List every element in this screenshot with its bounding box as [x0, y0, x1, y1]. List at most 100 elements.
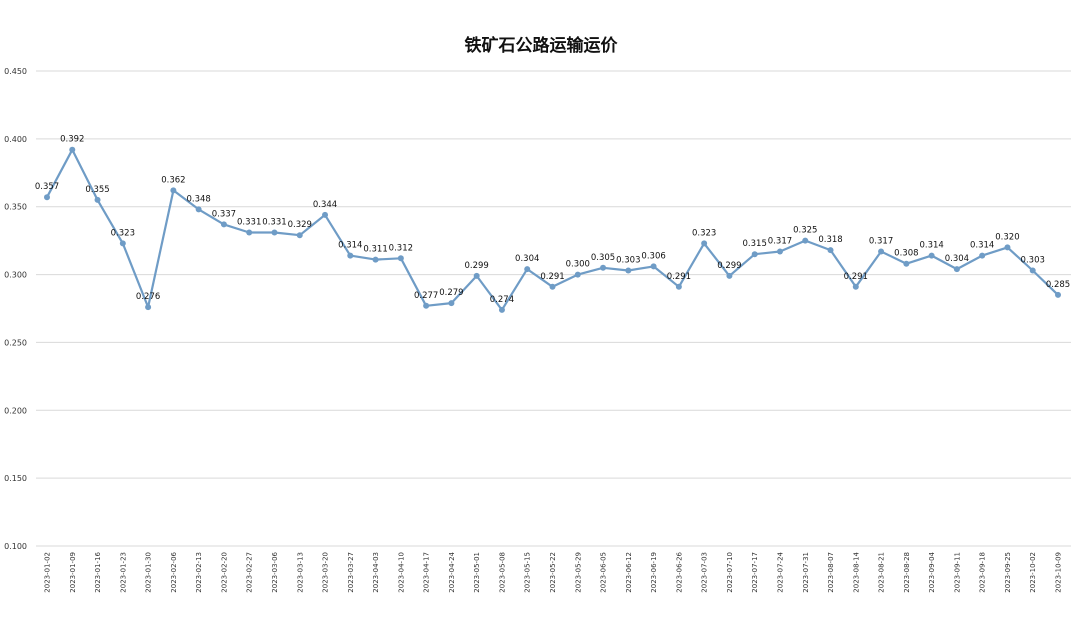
- data-label: 0.344: [313, 200, 337, 210]
- data-label: 0.305: [591, 253, 615, 263]
- data-label: 0.318: [818, 235, 842, 245]
- data-label: 0.314: [919, 241, 943, 251]
- x-tick-label: 2023-09-25: [1004, 552, 1012, 593]
- data-point: [625, 267, 632, 274]
- x-tick-label: 2023-08-28: [903, 552, 911, 593]
- data-point: [776, 248, 783, 255]
- data-point: [397, 255, 404, 262]
- data-label: 0.308: [894, 249, 918, 259]
- data-label: 0.317: [869, 237, 893, 247]
- x-tick-label: 2023-05-08: [498, 552, 506, 593]
- x-tick-label: 2023-03-13: [296, 552, 304, 593]
- data-label: 0.362: [161, 175, 185, 185]
- y-axis-ticks: 0.100 0.150 0.200 0.250 0.300 0.350 0.400 0.450: [4, 67, 27, 551]
- data-labels: 0.357 0.392 0.355 0.323 0.276 0.3620.3480.337…: [35, 135, 1070, 305]
- data-point: [119, 240, 126, 247]
- data-point: [549, 283, 556, 290]
- x-tick-label: 2023-09-18: [979, 552, 987, 593]
- x-tick-label: 2023-08-14: [852, 551, 860, 592]
- data-point: [827, 247, 834, 254]
- y-tick-label: 0.400: [4, 135, 27, 144]
- data-point: [44, 194, 50, 201]
- data-point: [473, 272, 480, 279]
- x-tick-label: 2023-02-20: [220, 552, 228, 593]
- x-tick-label: 2023-01-30: [145, 552, 153, 593]
- data-point: [220, 221, 227, 228]
- x-tick-label: 2023-07-10: [726, 552, 734, 593]
- y-tick-label: 0.150: [4, 474, 27, 483]
- x-tick-label: 2023-04-10: [397, 552, 405, 593]
- x-tick-label: 2023-09-04: [928, 551, 936, 592]
- data-point: [953, 266, 960, 273]
- x-tick-label: 2023-10-02: [1029, 552, 1037, 593]
- data-point: [726, 272, 733, 279]
- x-tick-label: 2023-04-17: [423, 552, 431, 593]
- data-label: 0.331: [237, 218, 261, 228]
- data-label: 0.323: [111, 228, 135, 238]
- data-label: 0.312: [389, 243, 413, 253]
- data-label: 0.329: [288, 220, 312, 230]
- x-tick-label: 2023-03-27: [347, 552, 355, 593]
- data-point: [802, 237, 809, 244]
- x-tick-label: 2023-06-26: [675, 551, 683, 592]
- data-point: [751, 251, 758, 258]
- x-tick-label: 2023-07-03: [701, 552, 709, 593]
- data-point: [145, 304, 152, 311]
- x-tick-label: 2023-01-09: [69, 552, 77, 593]
- data-label: 0.277: [414, 291, 438, 301]
- data-point: [574, 271, 581, 278]
- x-tick-label: 2023-03-20: [322, 552, 330, 593]
- x-tick-label: 2023-08-07: [827, 552, 835, 593]
- data-point: [448, 300, 455, 307]
- x-tick-label: 2023-02-13: [195, 552, 203, 593]
- data-point: [675, 283, 682, 290]
- data-label: 0.392: [60, 135, 84, 145]
- x-tick-label: 2023-08-21: [878, 552, 886, 593]
- y-tick-label: 0.250: [4, 338, 27, 347]
- x-tick-label: 2023-09-11: [953, 552, 961, 593]
- data-label: 0.299: [717, 261, 741, 271]
- data-point: [296, 232, 303, 239]
- data-point: [195, 206, 202, 213]
- data-label: 0.315: [743, 239, 767, 249]
- x-tick-label: 2023-05-22: [549, 552, 557, 593]
- data-point: [1029, 267, 1036, 274]
- data-label: 0.291: [667, 272, 691, 282]
- data-label: 0.304: [515, 254, 539, 264]
- x-tick-label: 2023-07-31: [802, 552, 810, 593]
- x-axis-ticks: 2023-01-02 2023-01-09 2023-01-16 2023-01-23…: [44, 551, 1063, 592]
- data-point: [69, 146, 76, 153]
- x-tick-label: 2023-05-15: [524, 552, 532, 593]
- data-label: 0.274: [490, 295, 514, 305]
- data-label: 0.357: [35, 182, 59, 192]
- data-label: 0.276: [136, 292, 160, 302]
- data-label: 0.325: [793, 226, 817, 236]
- x-tick-label: 2023-06-19: [650, 552, 658, 593]
- data-point: [347, 252, 354, 259]
- x-tick-label: 2023-01-23: [119, 552, 127, 593]
- data-label: 0.303: [616, 256, 640, 266]
- data-point: [170, 187, 177, 194]
- data-point: [322, 211, 329, 218]
- y-tick-label: 0.350: [4, 203, 27, 212]
- data-label: 0.314: [970, 241, 994, 251]
- data-label: 0.331: [262, 218, 286, 228]
- data-point: [423, 302, 430, 309]
- data-label: 0.300: [566, 260, 590, 270]
- x-tick-label: 2023-02-06: [170, 551, 178, 592]
- data-label: 0.320: [995, 232, 1019, 242]
- data-label: 0.306: [641, 251, 665, 261]
- x-tick-label: 2023-10-09: [1055, 552, 1063, 593]
- data-point: [498, 306, 505, 313]
- x-tick-label: 2023-05-29: [574, 552, 582, 593]
- data-label: 0.311: [363, 245, 387, 255]
- data-point: [852, 283, 859, 290]
- data-point: [271, 229, 278, 236]
- data-label: 0.291: [540, 272, 564, 282]
- data-label: 0.317: [768, 237, 792, 247]
- data-point: [701, 240, 708, 247]
- data-point: [1004, 244, 1011, 251]
- y-tick-label: 0.100: [4, 542, 27, 551]
- data-point: [979, 252, 986, 259]
